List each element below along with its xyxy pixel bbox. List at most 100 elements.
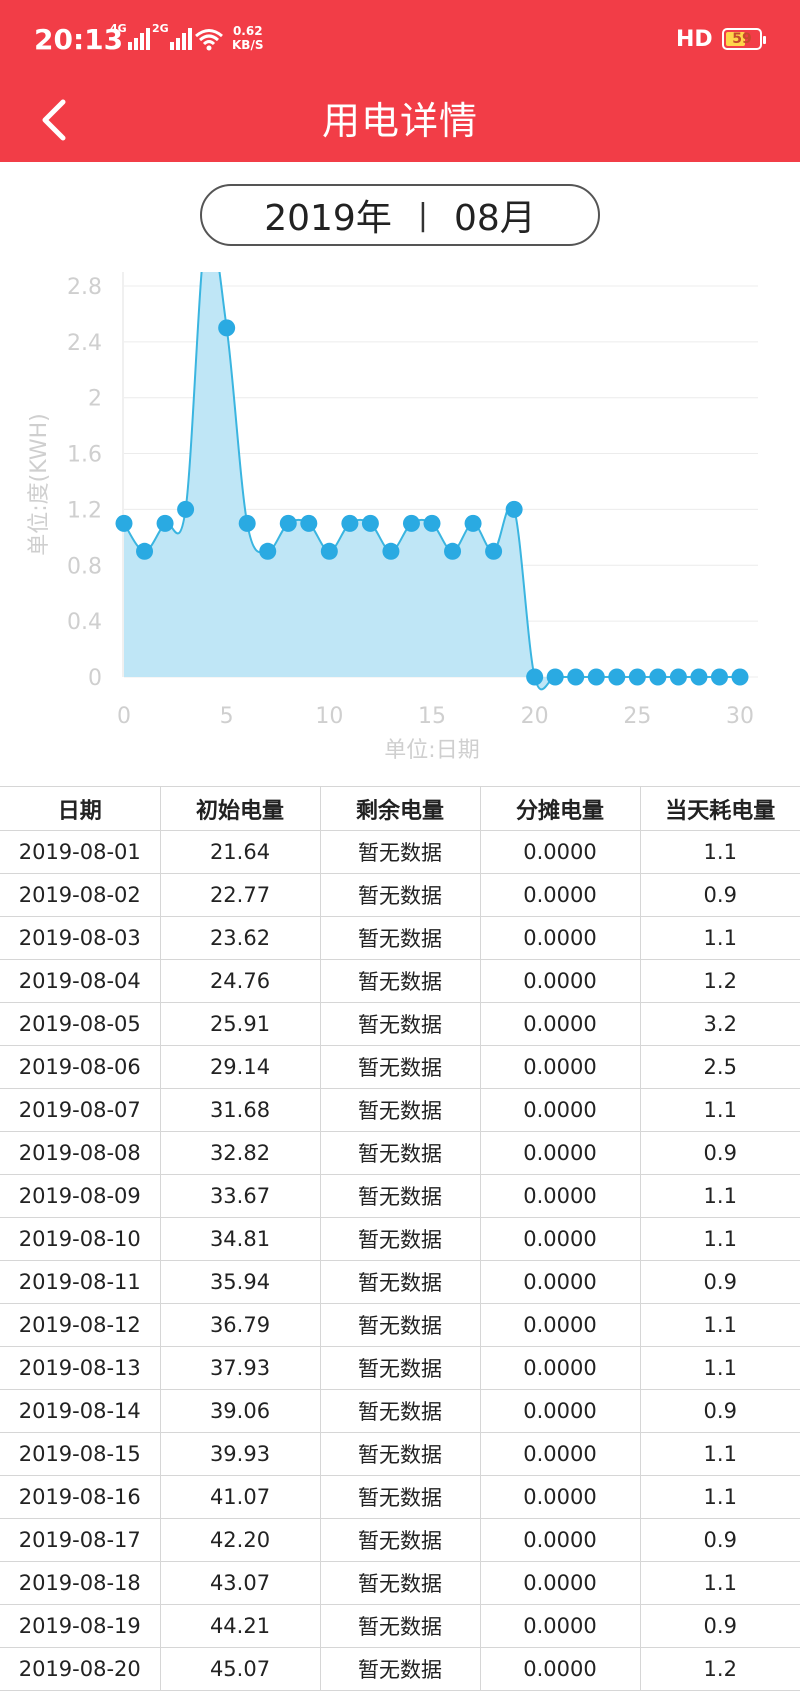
x-axis-title: 单位:日期 xyxy=(384,738,479,762)
cell-date: 2019-08-09 xyxy=(0,1174,161,1218)
cell-daily: 1.1 xyxy=(639,830,800,874)
net-speed-value: 0.62 xyxy=(232,24,263,38)
cell-date: 2019-08-17 xyxy=(0,1518,161,1562)
cell-shared: 0.0000 xyxy=(479,1174,641,1218)
data-point xyxy=(218,319,236,337)
date-picker[interactable]: 2019年 | 08月 xyxy=(200,184,600,246)
back-button[interactable] xyxy=(24,90,84,150)
x-tick-label: 5 xyxy=(220,704,234,729)
cell-daily: 0.9 xyxy=(639,1518,800,1562)
y-axis-title: 单位:度(KWH) xyxy=(27,413,52,556)
table-row: 2019-08-02 22.77 暂无数据 0.0000 0.9 xyxy=(0,873,800,917)
cell-date: 2019-08-20 xyxy=(0,1647,161,1691)
cell-date: 2019-08-03 xyxy=(0,916,161,960)
table-row: 2019-08-04 24.76 暂无数据 0.0000 1.2 xyxy=(0,959,800,1003)
cell-date: 2019-08-14 xyxy=(0,1389,161,1433)
data-point xyxy=(423,514,441,532)
signal-type-label: 4G xyxy=(110,22,127,35)
cell-initial: 41.07 xyxy=(159,1475,321,1519)
header-bar: 用电详情 xyxy=(0,80,800,162)
cell-initial: 45.07 xyxy=(159,1647,321,1691)
data-point xyxy=(505,500,523,518)
cell-shared: 0.0000 xyxy=(479,959,641,1003)
y-tick-label: 0.4 xyxy=(67,610,102,635)
x-tick-label: 0 xyxy=(117,704,131,729)
cell-remaining: 暂无数据 xyxy=(319,1174,481,1218)
data-point xyxy=(361,514,379,532)
data-point xyxy=(341,514,359,532)
cell-date: 2019-08-16 xyxy=(0,1475,161,1519)
cell-remaining: 暂无数据 xyxy=(319,1561,481,1605)
cell-daily: 0.9 xyxy=(639,1389,800,1433)
cell-daily: 1.1 xyxy=(639,1475,800,1519)
month-label: 08月 xyxy=(453,198,536,239)
cell-remaining: 暂无数据 xyxy=(319,916,481,960)
cell-initial: 34.81 xyxy=(159,1217,321,1261)
cell-remaining: 暂无数据 xyxy=(319,1432,481,1476)
cell-remaining: 暂无数据 xyxy=(319,1346,481,1390)
x-tick-label: 10 xyxy=(315,704,343,729)
y-tick-label: 0.8 xyxy=(67,554,102,579)
y-tick-label: 0 xyxy=(88,666,102,691)
table-row: 2019-08-15 39.93 暂无数据 0.0000 1.1 xyxy=(0,1432,800,1476)
table-row: 2019-08-16 41.07 暂无数据 0.0000 1.1 xyxy=(0,1475,800,1519)
cell-daily: 1.1 xyxy=(639,1561,800,1605)
cell-date: 2019-08-05 xyxy=(0,1002,161,1046)
x-tick-label: 25 xyxy=(623,704,651,729)
data-point xyxy=(259,542,277,560)
cell-remaining: 暂无数据 xyxy=(319,873,481,917)
data-point xyxy=(382,542,400,560)
y-tick-label: 2.8 xyxy=(67,275,102,300)
net-speed-unit: KB/S xyxy=(232,38,264,52)
cell-daily: 1.2 xyxy=(639,959,800,1003)
hd-indicator: HD xyxy=(676,27,713,52)
table-row: 2019-08-12 36.79 暂无数据 0.0000 1.1 xyxy=(0,1303,800,1347)
cell-remaining: 暂无数据 xyxy=(319,959,481,1003)
cell-date: 2019-08-13 xyxy=(0,1346,161,1390)
data-point xyxy=(608,668,626,686)
table-row: 2019-08-11 35.94 暂无数据 0.0000 0.9 xyxy=(0,1260,800,1304)
data-point xyxy=(115,514,133,532)
cell-shared: 0.0000 xyxy=(479,1217,641,1261)
data-point xyxy=(628,668,646,686)
cell-initial: 23.62 xyxy=(159,916,321,960)
data-point xyxy=(444,542,462,560)
cell-remaining: 暂无数据 xyxy=(319,1475,481,1519)
data-point xyxy=(279,514,297,532)
cell-initial: 42.20 xyxy=(159,1518,321,1562)
data-point xyxy=(485,542,503,560)
cell-shared: 0.0000 xyxy=(479,1561,641,1605)
cell-daily: 1.1 xyxy=(639,1346,800,1390)
table-header-row: 日期 初始电量 剩余电量 分摊电量 当天耗电量 xyxy=(0,786,800,831)
data-point xyxy=(320,542,338,560)
table-row: 2019-08-17 42.20 暂无数据 0.0000 0.9 xyxy=(0,1518,800,1562)
cell-shared: 0.0000 xyxy=(479,1432,641,1476)
data-point xyxy=(300,514,318,532)
cell-daily: 1.1 xyxy=(639,916,800,960)
cell-remaining: 暂无数据 xyxy=(319,1088,481,1132)
data-point xyxy=(649,668,667,686)
cell-initial: 33.67 xyxy=(159,1174,321,1218)
cell-shared: 0.0000 xyxy=(479,1346,641,1390)
cell-remaining: 暂无数据 xyxy=(319,1002,481,1046)
x-tick-label: 15 xyxy=(418,704,446,729)
usage-chart-svg: 0 0.4 0.8 1.2 1.6 2 2.4 2.8 0 5 10 15 20 25 30 单位:日期 单位:… xyxy=(27,272,758,763)
column-header-date: 日期 xyxy=(0,786,161,831)
table-row: 2019-08-14 39.06 暂无数据 0.0000 0.9 xyxy=(0,1389,800,1433)
battery-fill xyxy=(726,32,745,46)
column-header-shared: 分摊电量 xyxy=(479,786,641,831)
table-row: 2019-08-05 25.91 暂无数据 0.0000 3.2 xyxy=(0,1002,800,1046)
y-tick-label: 1.2 xyxy=(67,498,102,523)
cell-initial: 36.79 xyxy=(159,1303,321,1347)
cell-initial: 37.93 xyxy=(159,1346,321,1390)
table-row: 2019-08-03 23.62 暂无数据 0.0000 1.1 xyxy=(0,916,800,960)
table-row: 2019-08-18 43.07 暂无数据 0.0000 1.1 xyxy=(0,1561,800,1605)
cell-shared: 0.0000 xyxy=(479,873,641,917)
cell-initial: 31.68 xyxy=(159,1088,321,1132)
cell-daily: 1.1 xyxy=(639,1088,800,1132)
cell-remaining: 暂无数据 xyxy=(319,1217,481,1261)
cell-shared: 0.0000 xyxy=(479,1088,641,1132)
cell-daily: 0.9 xyxy=(639,873,800,917)
cell-daily: 1.1 xyxy=(639,1174,800,1218)
cell-date: 2019-08-19 xyxy=(0,1604,161,1648)
